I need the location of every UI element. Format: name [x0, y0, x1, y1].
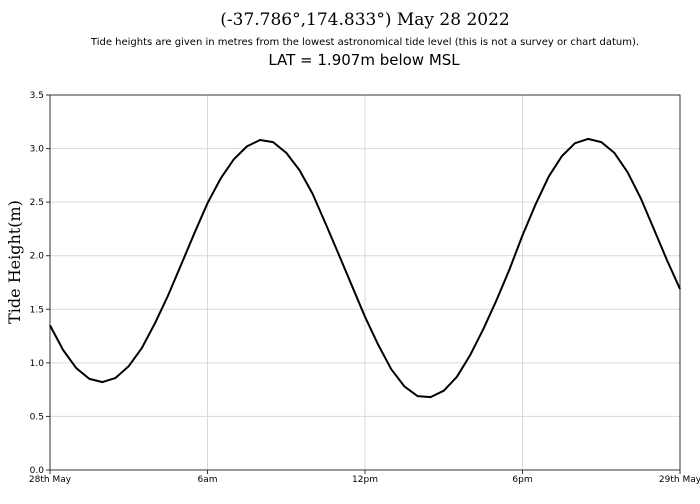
axis-ticks: 0.0 0.5 1.0 1.5 2.0 2.5 3.0 3.5 28th May 6am 12pm 6… — [29, 91, 700, 485]
y-tick-label: 3.5 — [30, 91, 44, 101]
x-tick-label: 12pm — [352, 475, 378, 485]
x-tick-label: 6am — [197, 475, 217, 485]
y-axis-label: Tide Height(m) — [5, 200, 24, 324]
x-tick-label: 28th May — [29, 475, 72, 485]
tide-height-line — [49, 137, 681, 399]
y-tick-label: 0.5 — [30, 412, 44, 422]
chart-title: (-37.786°,174.833°) May 28 2022 — [220, 10, 509, 30]
chart-subtitle: Tide heights are given in metres from th… — [90, 37, 639, 48]
x-tick-label: 29th May — [659, 475, 700, 485]
x-tick-label: 6pm — [512, 475, 532, 485]
series-layer — [49, 137, 681, 399]
y-tick-label: 2.0 — [30, 252, 45, 262]
y-tick-label: 3.0 — [30, 145, 45, 155]
gridlines — [50, 95, 680, 470]
y-tick-label: 1.5 — [30, 305, 44, 315]
y-tick-label: 2.5 — [30, 198, 44, 208]
y-tick-label: 0.0 — [30, 466, 45, 476]
chart-subtitle-lat: LAT = 1.907m below MSL — [268, 51, 460, 69]
y-tick-label: 1.0 — [30, 359, 45, 369]
